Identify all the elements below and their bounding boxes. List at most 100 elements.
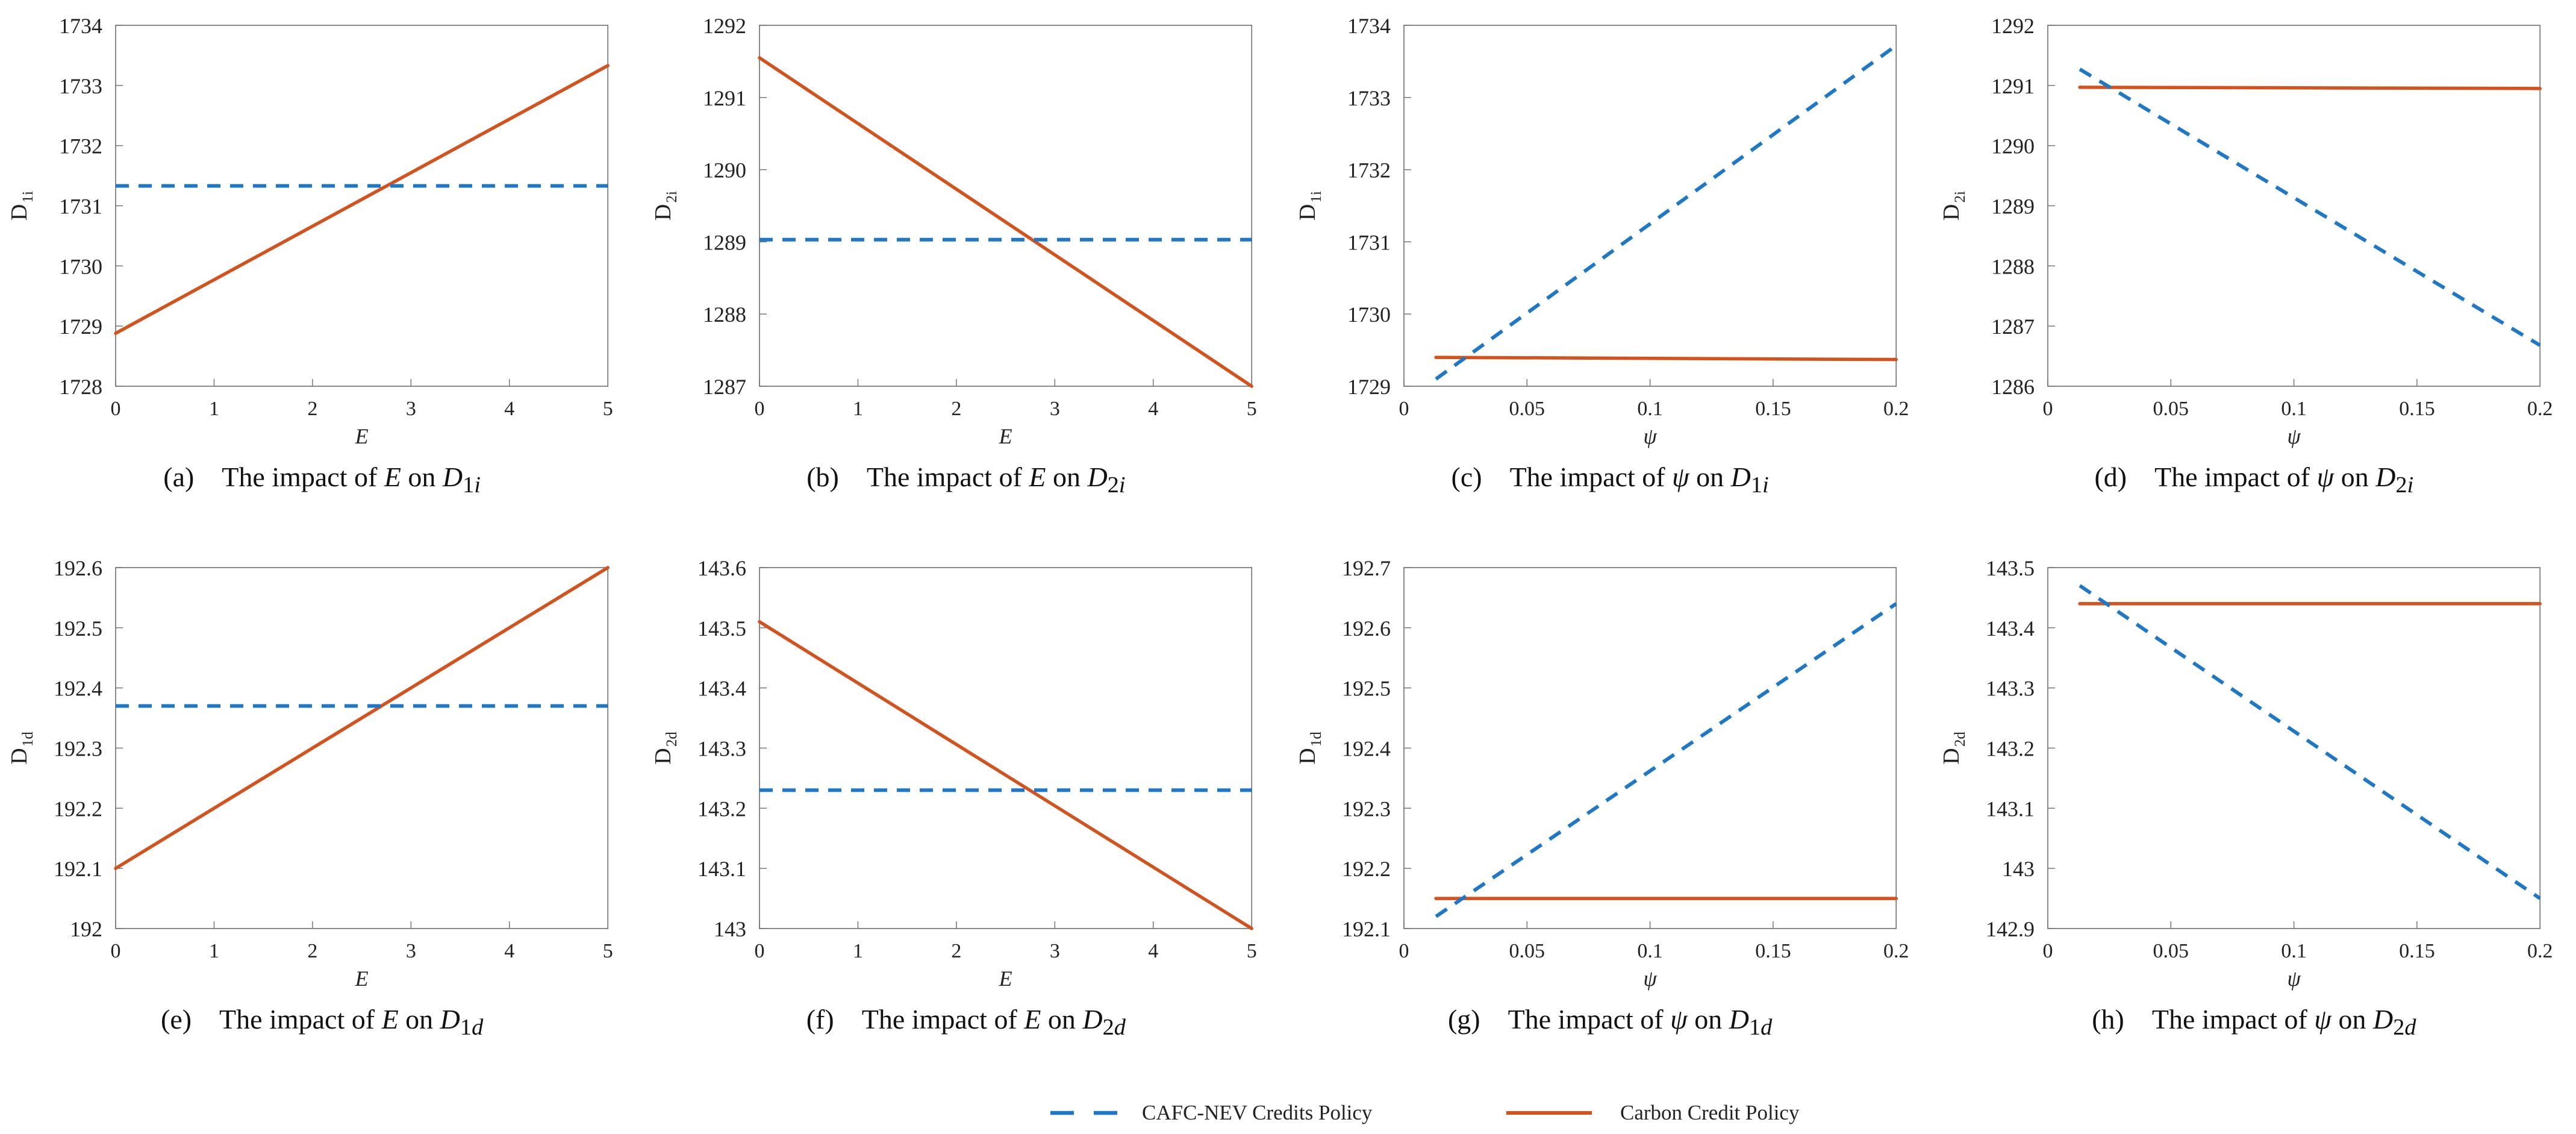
svg-text:0.15: 0.15 (2399, 398, 2435, 420)
svg-text:143: 143 (2002, 857, 2035, 881)
svg-text:192.3: 192.3 (54, 737, 102, 761)
svg-text:1291: 1291 (703, 86, 746, 110)
svg-text:192.2: 192.2 (54, 797, 102, 821)
svg-text:Carbon Credit Policy: Carbon Credit Policy (1620, 1101, 1800, 1124)
svg-text:192.4: 192.4 (54, 677, 102, 701)
svg-text:0: 0 (2042, 398, 2053, 420)
svg-text:3: 3 (406, 398, 416, 420)
svg-text:4: 4 (1149, 398, 1159, 420)
svg-text:0.05: 0.05 (1509, 398, 1545, 420)
svg-text:1730: 1730 (59, 254, 102, 278)
svg-text:ψ: ψ (1643, 424, 1657, 448)
svg-text:1291: 1291 (1991, 74, 2035, 98)
svg-text:1731: 1731 (59, 195, 102, 219)
svg-text:E: E (355, 966, 369, 991)
svg-text:143.4: 143.4 (1986, 616, 2035, 641)
svg-text:0: 0 (755, 398, 765, 420)
svg-text:1729: 1729 (59, 315, 102, 339)
svg-text:2: 2 (952, 940, 962, 962)
svg-text:1734: 1734 (59, 14, 102, 38)
svg-text:1731: 1731 (1347, 230, 1391, 254)
svg-text:0: 0 (1399, 940, 1409, 962)
svg-text:ψ: ψ (2287, 424, 2301, 448)
svg-text:143.6: 143.6 (697, 556, 746, 580)
svg-text:143.3: 143.3 (1986, 677, 2035, 701)
svg-text:0.05: 0.05 (2153, 398, 2189, 420)
svg-text:1733: 1733 (1347, 86, 1391, 110)
svg-text:143.2: 143.2 (1986, 737, 2035, 761)
svg-text:192.6: 192.6 (1342, 616, 1391, 641)
svg-text:0.15: 0.15 (1755, 940, 1791, 962)
svg-text:1286: 1286 (1991, 375, 2035, 399)
svg-text:ψ: ψ (2287, 966, 2301, 991)
svg-text:192.5: 192.5 (1342, 677, 1391, 701)
svg-text:1: 1 (209, 398, 219, 420)
svg-text:5: 5 (1247, 940, 1257, 962)
svg-text:1729: 1729 (1347, 375, 1391, 399)
svg-text:1: 1 (209, 940, 219, 962)
svg-text:3: 3 (1050, 940, 1060, 962)
svg-text:1: 1 (853, 398, 863, 420)
svg-text:2: 2 (307, 940, 317, 962)
svg-text:1290: 1290 (703, 158, 746, 183)
svg-text:3: 3 (406, 940, 416, 962)
svg-text:1289: 1289 (1991, 195, 2035, 219)
svg-text:143.4: 143.4 (697, 677, 746, 701)
svg-text:1288: 1288 (703, 302, 746, 327)
svg-text:0: 0 (111, 398, 121, 420)
svg-text:143.1: 143.1 (697, 857, 746, 881)
svg-text:192.2: 192.2 (1342, 857, 1391, 881)
svg-text:1287: 1287 (703, 375, 746, 399)
svg-text:0.15: 0.15 (2399, 940, 2435, 962)
svg-text:4: 4 (1149, 940, 1159, 962)
svg-text:192.1: 192.1 (54, 857, 102, 881)
svg-text:5: 5 (603, 398, 613, 420)
svg-text:0.05: 0.05 (2153, 940, 2189, 962)
svg-text:2: 2 (307, 398, 317, 420)
svg-text:E: E (355, 424, 369, 448)
svg-text:1292: 1292 (1991, 14, 2035, 38)
svg-text:4: 4 (504, 940, 514, 962)
svg-text:1: 1 (853, 940, 863, 962)
svg-text:5: 5 (1247, 398, 1257, 420)
svg-text:143.1: 143.1 (1986, 797, 2035, 821)
svg-text:192: 192 (70, 917, 102, 941)
svg-text:5: 5 (603, 940, 613, 962)
svg-text:192.5: 192.5 (54, 616, 102, 641)
svg-text:0.15: 0.15 (1755, 398, 1791, 420)
svg-text:1292: 1292 (703, 14, 746, 38)
svg-text:1733: 1733 (59, 74, 102, 98)
svg-text:0.2: 0.2 (1883, 398, 1909, 420)
svg-text:ψ: ψ (1643, 966, 1657, 991)
svg-text:143.5: 143.5 (1986, 556, 2035, 580)
svg-text:2: 2 (952, 398, 962, 420)
svg-text:1734: 1734 (1347, 14, 1391, 38)
svg-text:0.1: 0.1 (1637, 940, 1663, 962)
svg-text:192.3: 192.3 (1342, 797, 1391, 821)
svg-text:0.2: 0.2 (2527, 398, 2553, 420)
svg-text:0: 0 (111, 940, 121, 962)
svg-text:0.1: 0.1 (2281, 940, 2307, 962)
svg-text:143: 143 (714, 917, 746, 941)
svg-text:0.2: 0.2 (1883, 940, 1909, 962)
svg-text:1732: 1732 (1347, 158, 1391, 183)
svg-text:E: E (999, 966, 1012, 991)
svg-text:0.1: 0.1 (1637, 398, 1663, 420)
svg-text:1288: 1288 (1991, 254, 2035, 278)
svg-text:0.1: 0.1 (2281, 398, 2307, 420)
svg-text:143.5: 143.5 (697, 616, 746, 641)
svg-text:0: 0 (1399, 398, 1409, 420)
svg-text:192.1: 192.1 (1342, 917, 1391, 941)
svg-text:143.3: 143.3 (697, 737, 746, 761)
svg-text:1730: 1730 (1347, 302, 1391, 327)
svg-text:0.05: 0.05 (1509, 940, 1545, 962)
svg-text:CAFC-NEV Credits Policy: CAFC-NEV Credits Policy (1142, 1101, 1373, 1124)
svg-text:143.2: 143.2 (697, 797, 746, 821)
svg-text:1728: 1728 (59, 375, 102, 399)
svg-text:1289: 1289 (703, 230, 746, 254)
svg-text:1287: 1287 (1991, 315, 2035, 339)
svg-text:192.4: 192.4 (1342, 737, 1391, 761)
svg-text:142.9: 142.9 (1986, 917, 2035, 941)
svg-text:0.2: 0.2 (2527, 940, 2553, 962)
svg-text:0: 0 (755, 940, 765, 962)
